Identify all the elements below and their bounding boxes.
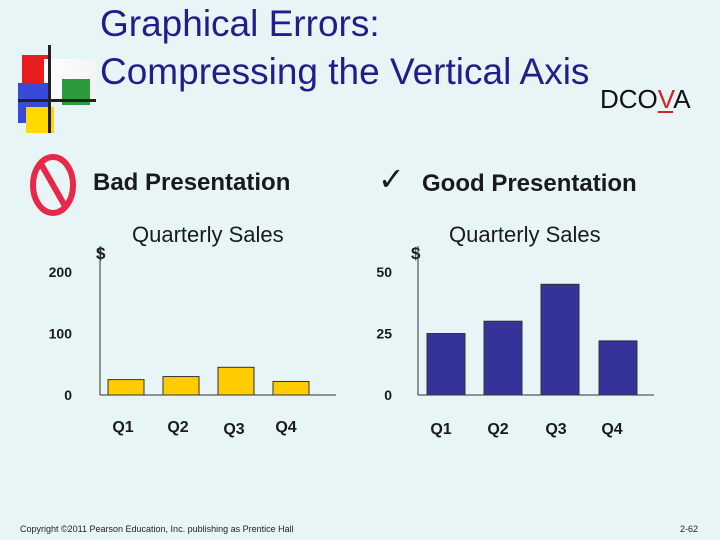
bad-chart-unit: $ <box>96 244 106 263</box>
bad-y-tick-label: 200 <box>49 264 73 280</box>
good-category-label: Q4 <box>601 421 622 438</box>
brand-part-a: DCO <box>600 84 658 114</box>
bad-chart-title: Quarterly Sales <box>132 222 284 247</box>
prohibited-icon <box>30 154 76 216</box>
good-y-tick-label: 0 <box>384 387 392 403</box>
bad-y-tick-label: 0 <box>64 387 72 403</box>
bad-heading: Bad Presentation <box>93 169 291 196</box>
good-chart-unit: $ <box>411 244 421 263</box>
good-chart-title: Quarterly Sales <box>449 222 601 247</box>
bad-bar-q2 <box>162 376 200 396</box>
slide-title: Graphical Errors: Compressing the Vertic… <box>100 0 589 96</box>
title-line-1: Graphical Errors: <box>100 3 380 44</box>
title-line-2: Compressing the Vertical Axis <box>100 51 590 92</box>
good-y-tick-label: 50 <box>376 264 392 280</box>
good-category-label: Q3 <box>545 421 566 438</box>
color-blocks-logo <box>18 45 96 135</box>
brand-wordmark: DCOVA <box>600 84 691 115</box>
good-bar-q3 <box>540 283 580 396</box>
copyright-footer: Copyright ©2011 Pearson Education, Inc. … <box>20 524 294 534</box>
bad-y-tick-label: 100 <box>49 326 73 342</box>
good-y-tick-label: 25 <box>376 326 392 342</box>
page-number: 2-62 <box>680 524 699 534</box>
good-bar-q4 <box>598 340 638 396</box>
bad-category-label: Q3 <box>223 421 244 438</box>
bad-category-label: Q4 <box>275 419 296 436</box>
bad-category-label: Q2 <box>167 419 188 436</box>
good-bar-q2 <box>483 320 523 396</box>
good-category-label: Q2 <box>487 421 508 438</box>
good-bar-q1 <box>426 333 466 396</box>
good-category-label: Q1 <box>430 421 451 438</box>
checkmark-icon: ✓ <box>378 160 405 198</box>
bad-bar-q3 <box>217 366 255 396</box>
bad-bar-q1 <box>107 379 145 396</box>
bad-bar-q4 <box>272 380 310 396</box>
brand-part-v: V <box>657 84 674 114</box>
brand-part-b: A <box>673 84 691 114</box>
good-heading: Good Presentation <box>422 170 637 197</box>
bad-category-label: Q1 <box>112 419 133 436</box>
